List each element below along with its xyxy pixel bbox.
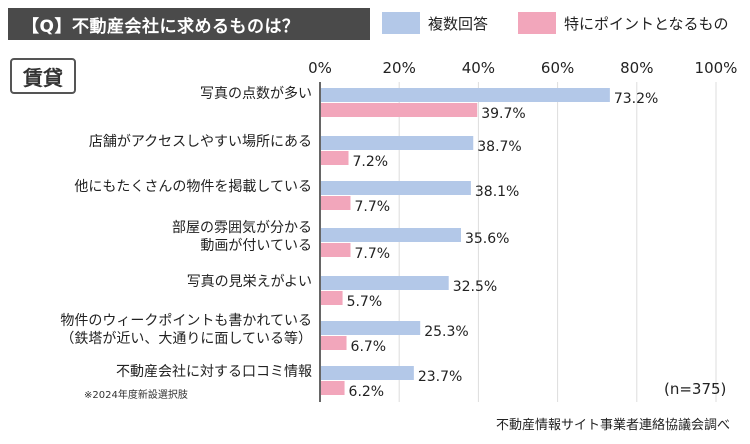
bar-series-2 xyxy=(321,336,347,350)
legend-label-series-2: 特にポイントとなるもの xyxy=(564,14,729,33)
x-tick-label: 20% xyxy=(383,59,416,77)
bar-series-2 xyxy=(321,291,343,305)
chart-title: 【Q】不動産会社に求めるものは？ xyxy=(8,8,370,40)
x-tick-label: 0% xyxy=(308,59,332,77)
x-tick-label: 40% xyxy=(462,59,495,77)
category-label: 動画が付いている xyxy=(200,238,312,254)
data-label-series-2: 7.7% xyxy=(354,199,390,215)
category-label: 他にもたくさんの物件を掲載している xyxy=(74,179,312,195)
legend-series-1: 複数回答 xyxy=(382,12,488,34)
data-label-series-1: 23.7% xyxy=(418,369,462,385)
bar-series-1 xyxy=(321,228,461,242)
category-label: 物件のウィークポイントも書かれている xyxy=(60,313,312,329)
category-label: 店舗がアクセスしやすい場所にある xyxy=(89,134,312,150)
data-label-series-1: 35.6% xyxy=(465,231,509,247)
data-label-series-2: 39.7% xyxy=(481,106,525,122)
category-label: 部屋の雰囲気が分かる xyxy=(172,220,312,236)
bar-series-1 xyxy=(321,366,414,380)
data-label-series-1: 38.7% xyxy=(477,139,521,155)
data-label-series-1: 32.5% xyxy=(453,279,497,295)
data-label-series-1: 38.1% xyxy=(475,184,519,200)
source-label: 不動産情報サイト事業者連絡協議会調べ xyxy=(496,418,731,433)
bar-series-2 xyxy=(321,381,345,395)
data-label-series-2: 7.2% xyxy=(353,154,389,170)
bar-series-1 xyxy=(321,136,474,150)
x-tick-label: 100% xyxy=(695,59,738,77)
legend-label-series-1: 複数回答 xyxy=(428,14,489,33)
bar-series-1 xyxy=(321,276,449,290)
legend-swatch-series-2 xyxy=(518,12,556,34)
legend-swatch-series-1 xyxy=(382,12,420,34)
data-label-series-2: 5.7% xyxy=(347,294,383,310)
bar-series-1 xyxy=(321,88,610,102)
section-tag: 賃貸 xyxy=(10,58,76,94)
data-label-series-2: 6.7% xyxy=(351,339,387,355)
category-label: （鉄塔が近い、大通りに面している等） xyxy=(60,330,312,347)
bar-series-2 xyxy=(321,243,351,257)
bar-series-2 xyxy=(321,103,478,117)
bar-series-1 xyxy=(321,181,471,195)
data-label-series-1: 25.3% xyxy=(424,324,468,340)
x-tick-label: 60% xyxy=(541,59,574,77)
category-label: 写真の見栄えがよい xyxy=(187,274,312,290)
x-tick-label: 80% xyxy=(620,59,653,77)
data-label-series-1: 73.2% xyxy=(614,91,658,107)
category-label: 不動産会社に対する口コミ情報 xyxy=(116,364,312,380)
legend-series-2: 特にポイントとなるもの xyxy=(518,12,729,34)
sample-size-label: (n=375) xyxy=(664,380,727,398)
bar-series-2 xyxy=(321,151,349,165)
category-label: 写真の点数が多い xyxy=(200,85,312,102)
data-label-series-2: 7.7% xyxy=(354,246,390,262)
bar-series-1 xyxy=(321,321,421,335)
data-label-series-2: 6.2% xyxy=(349,384,385,400)
bar-series-2 xyxy=(321,196,351,210)
footnote: ※2024年度新設選択肢 xyxy=(84,390,188,401)
